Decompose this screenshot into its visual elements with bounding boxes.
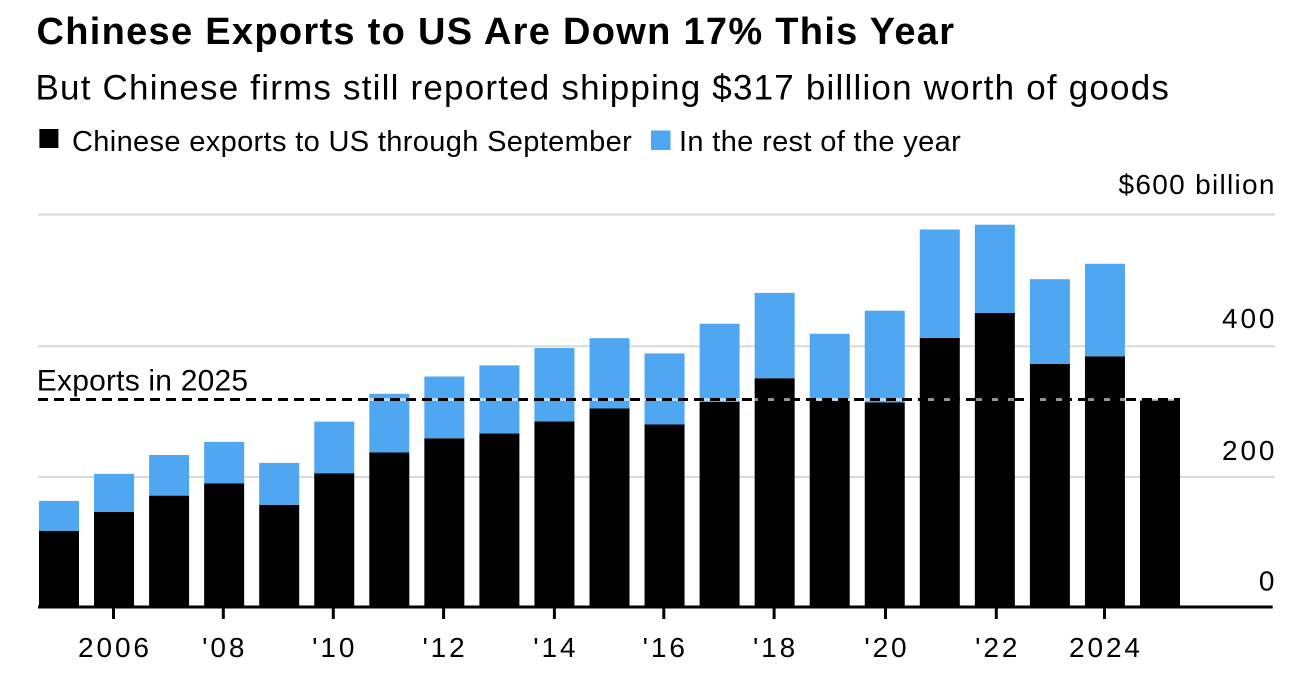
svg-text:400: 400 [1222,303,1277,334]
svg-text:'10: '10 [312,632,357,663]
svg-text:Chinese exports to US through: Chinese exports to US through September [72,126,632,158]
svg-text:Chinese Exports to US Are Down: Chinese Exports to US Are Down 17% This … [37,11,956,53]
svg-text:0: 0 [1259,566,1275,597]
svg-text:2024: 2024 [1069,632,1143,663]
svg-text:200: 200 [1222,435,1277,466]
svg-text:'22: '22 [975,632,1020,663]
svg-text:2006: 2006 [78,632,152,663]
svg-text:'20: '20 [864,632,909,663]
svg-text:$600 billion: $600 billion [1119,169,1276,200]
svg-text:In the rest of the year: In the rest of the year [679,126,961,158]
svg-text:Exports in 2025: Exports in 2025 [37,365,248,398]
svg-text:'08: '08 [202,632,247,663]
svg-text:But Chinese firms still report: But Chinese firms still reported shippin… [36,69,1171,108]
svg-text:'12: '12 [422,632,467,663]
svg-text:'14: '14 [533,632,578,663]
svg-text:'16: '16 [643,632,688,663]
svg-text:'18: '18 [753,632,798,663]
